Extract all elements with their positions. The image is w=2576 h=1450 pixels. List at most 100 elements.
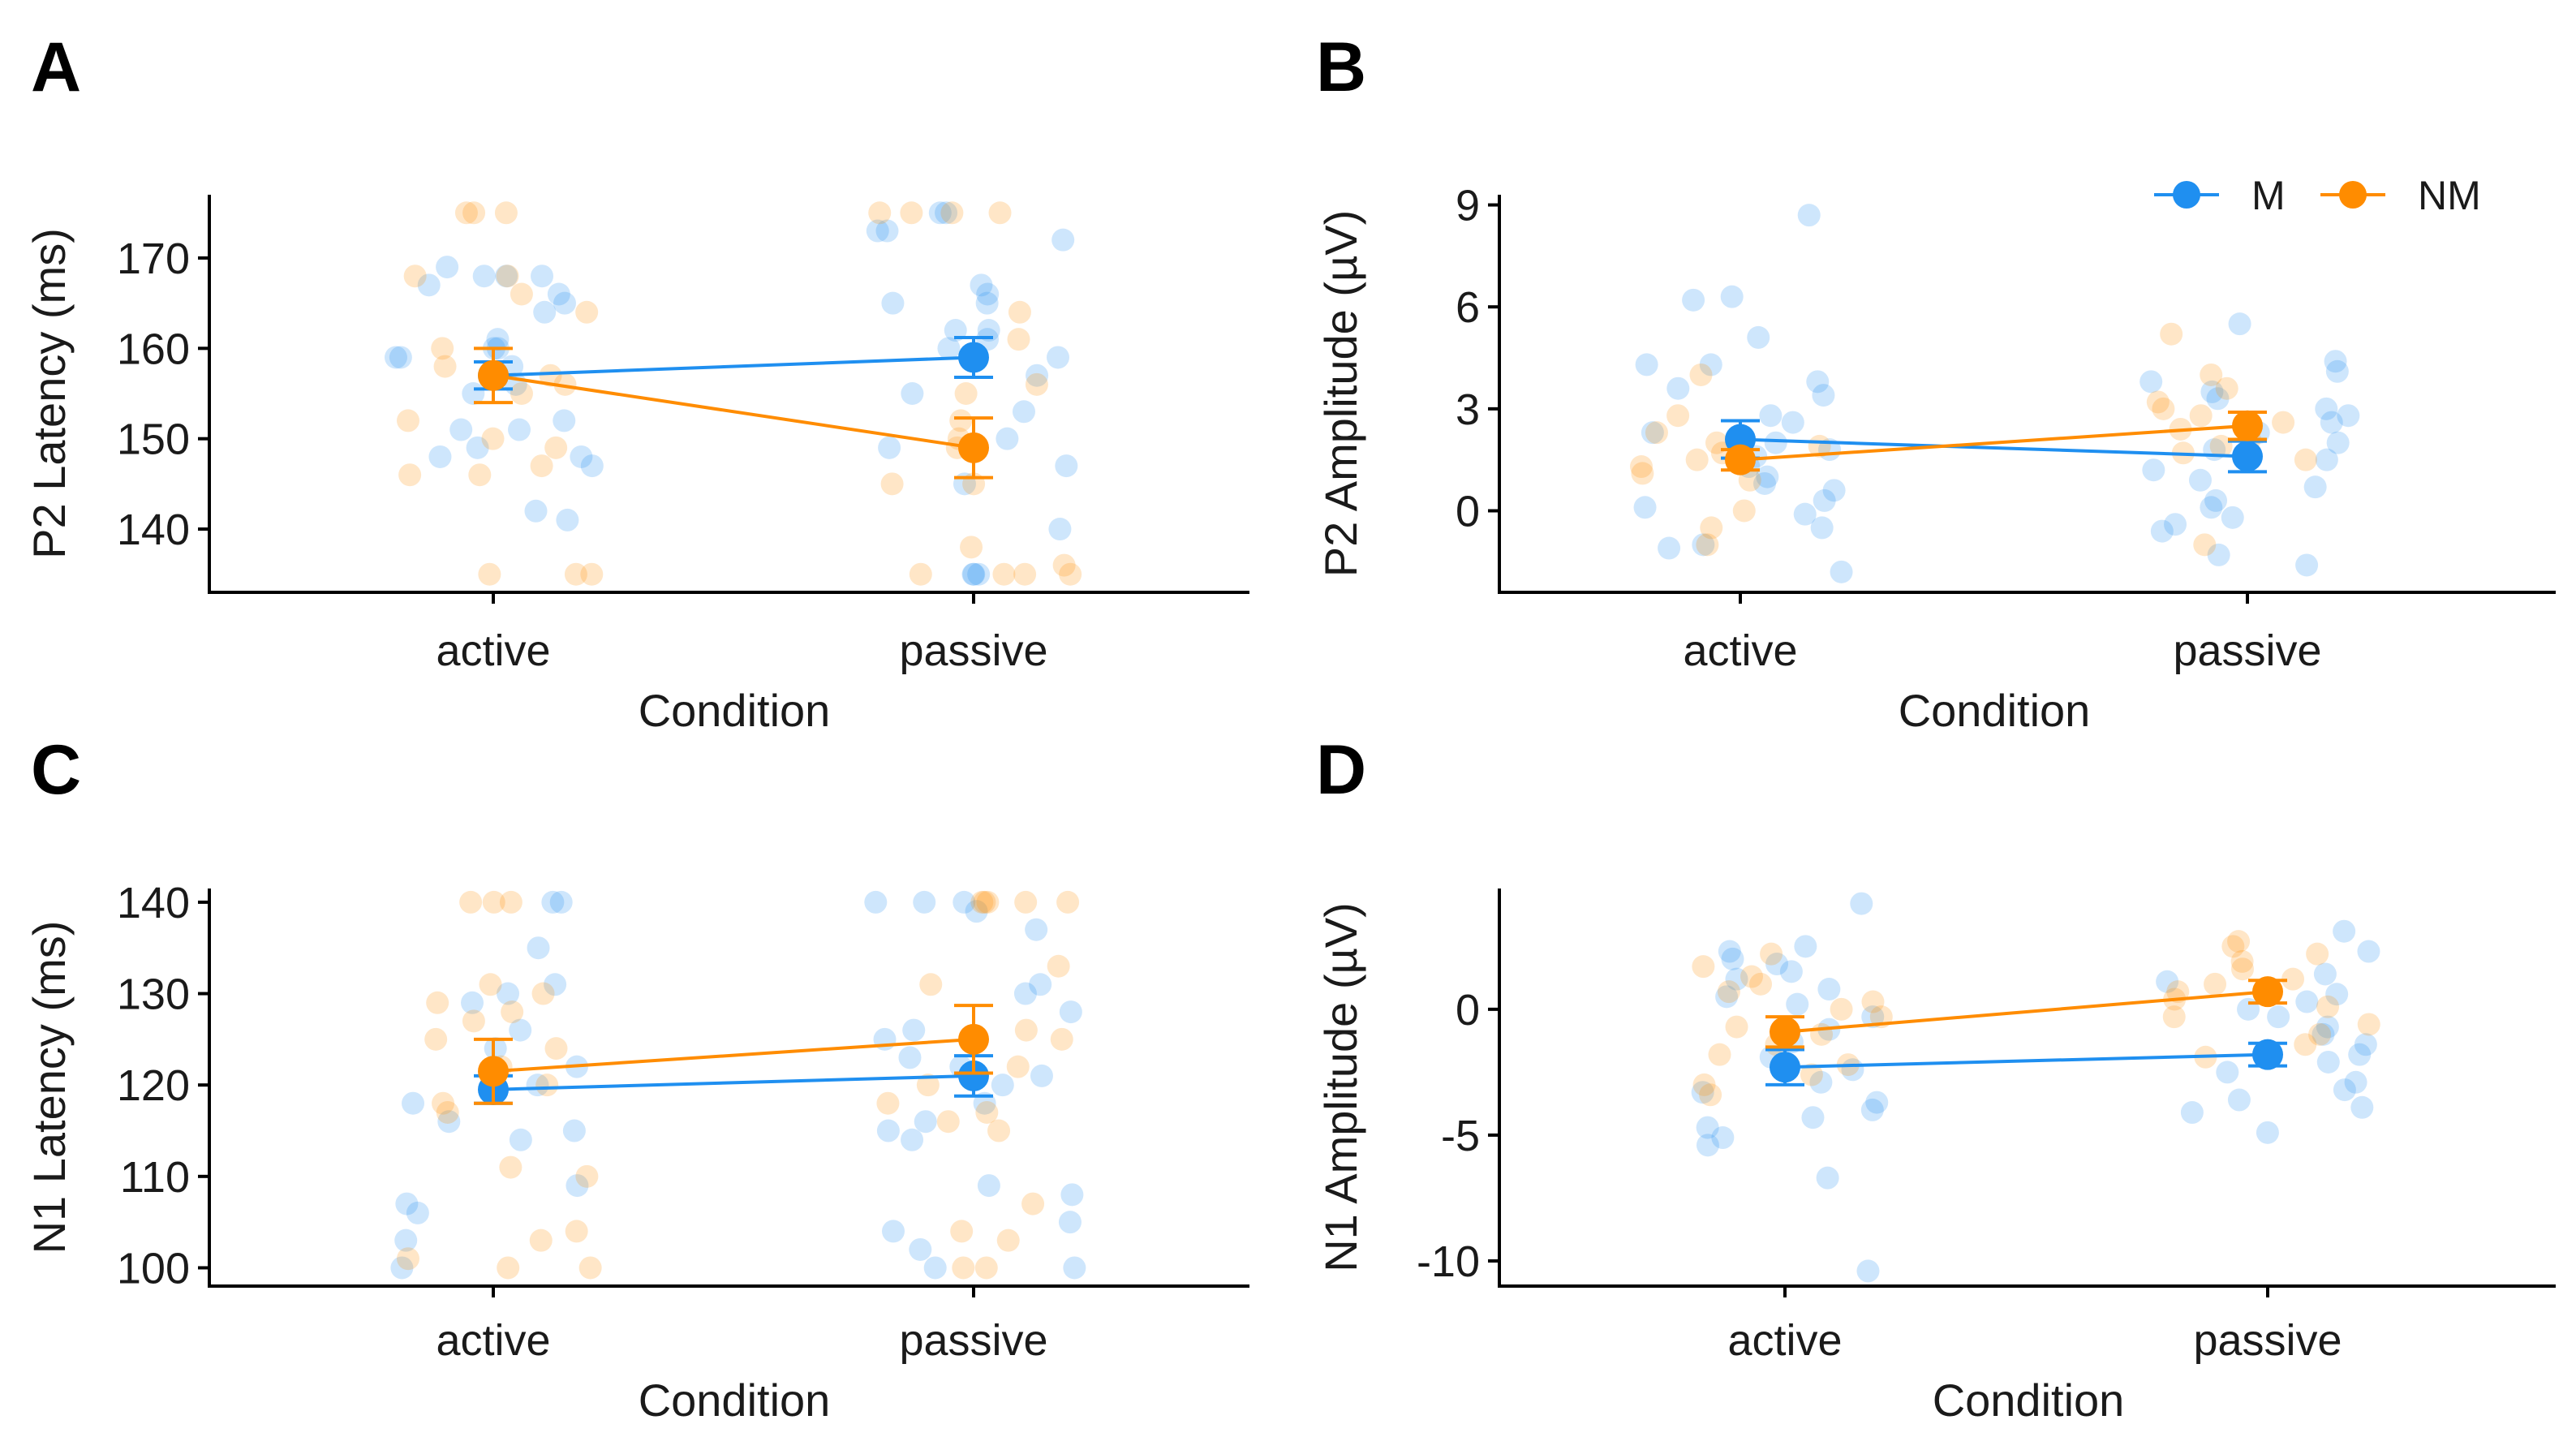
data-point-m bbox=[935, 201, 958, 225]
data-point-nm bbox=[868, 201, 892, 225]
data-point-nm bbox=[992, 562, 1016, 586]
mean-point-nm bbox=[1770, 1016, 1800, 1048]
data-point-m bbox=[902, 1018, 926, 1042]
x-tick-label: passive bbox=[899, 1316, 1047, 1365]
data-point-nm bbox=[580, 562, 604, 586]
data-point-m bbox=[428, 445, 452, 468]
data-point-m bbox=[1682, 288, 1705, 312]
x-axis-title: Condition bbox=[639, 1375, 831, 1426]
panel-letter: A bbox=[31, 28, 81, 106]
mean-point-nm bbox=[478, 359, 509, 391]
y-tick-label: 120 bbox=[117, 1061, 190, 1110]
data-point-m bbox=[553, 409, 576, 432]
data-point-nm bbox=[1047, 954, 1070, 978]
y-tick-label: -10 bbox=[1417, 1237, 1480, 1286]
data-point-m bbox=[1850, 892, 1873, 915]
data-point-m bbox=[1756, 465, 1779, 488]
data-point-nm bbox=[426, 991, 449, 1014]
data-point-m bbox=[898, 1046, 922, 1069]
data-point-m bbox=[875, 219, 899, 243]
data-point-m bbox=[2200, 496, 2223, 519]
data-point-m bbox=[527, 936, 550, 960]
data-point-m bbox=[533, 300, 557, 324]
data-point-nm bbox=[575, 1164, 599, 1188]
data-point-m bbox=[909, 1237, 932, 1261]
data-point-nm bbox=[1740, 965, 1764, 988]
data-point-nm bbox=[919, 973, 943, 996]
data-point-m bbox=[1801, 1106, 1825, 1129]
data-point-m bbox=[509, 1018, 532, 1042]
data-point-nm bbox=[1696, 533, 1719, 557]
data-point-m bbox=[1725, 967, 1748, 991]
data-point-nm bbox=[482, 890, 505, 914]
data-point-m bbox=[953, 890, 976, 914]
data-point-m bbox=[1030, 1064, 1053, 1087]
mean-point-m bbox=[2252, 1039, 2283, 1070]
data-point-m bbox=[1026, 364, 1049, 387]
data-point-nm bbox=[531, 982, 555, 1005]
data-point-m bbox=[928, 201, 952, 225]
legend-label-nm: NM bbox=[2418, 173, 2481, 218]
data-point-m bbox=[495, 265, 518, 288]
mean-point-nm bbox=[1725, 444, 1756, 475]
data-point-nm bbox=[2162, 1005, 2186, 1029]
y-tick-label: 100 bbox=[117, 1244, 190, 1293]
mean-line-nm bbox=[1784, 990, 2269, 1034]
data-point-m bbox=[2227, 1088, 2251, 1112]
data-point-nm bbox=[974, 1256, 998, 1280]
data-point-m bbox=[2204, 488, 2228, 512]
data-point-nm bbox=[396, 1247, 419, 1271]
data-point-nm bbox=[2281, 967, 2305, 991]
x-tick-label: active bbox=[1727, 1316, 1842, 1365]
data-point-nm bbox=[462, 201, 486, 225]
data-point-m bbox=[973, 1091, 996, 1115]
y-tick-label: 130 bbox=[117, 970, 190, 1019]
data-point-nm bbox=[454, 201, 478, 225]
data-point-nm bbox=[2200, 363, 2223, 386]
mean-line-nm bbox=[492, 1037, 974, 1074]
mean-point-nm bbox=[2252, 976, 2283, 1008]
data-point-nm bbox=[900, 201, 923, 225]
data-point-m bbox=[390, 1256, 414, 1280]
x-axis-title: Condition bbox=[1899, 685, 2091, 736]
data-point-m bbox=[1641, 421, 1664, 445]
data-point-nm bbox=[2160, 322, 2183, 346]
data-point-m bbox=[2267, 1005, 2290, 1029]
data-point-m bbox=[1060, 1183, 1084, 1207]
data-point-nm bbox=[1645, 421, 1668, 445]
data-point-m bbox=[2216, 1061, 2239, 1084]
data-point-nm bbox=[2189, 404, 2213, 428]
data-point-nm bbox=[1059, 562, 1082, 586]
data-point-nm bbox=[544, 436, 568, 459]
data-point-m bbox=[2200, 380, 2224, 403]
data-point-m bbox=[882, 1220, 905, 1243]
data-point-nm bbox=[2209, 434, 2233, 458]
data-point-nm bbox=[1830, 997, 1853, 1021]
data-point-nm bbox=[2306, 942, 2329, 966]
data-point-m bbox=[1055, 454, 1078, 478]
data-point-nm bbox=[1708, 1043, 1731, 1066]
y-tick-label: 150 bbox=[117, 415, 190, 464]
data-point-nm bbox=[1631, 462, 1654, 485]
panel-letter: B bbox=[1316, 28, 1366, 106]
x-tick-label: passive bbox=[2193, 1316, 2342, 1365]
data-point-m bbox=[2316, 1015, 2339, 1039]
data-point-nm bbox=[1689, 363, 1713, 386]
data-point-nm bbox=[970, 890, 994, 914]
data-point-nm bbox=[2215, 376, 2238, 400]
data-point-nm bbox=[462, 1009, 485, 1033]
data-point-m bbox=[2206, 387, 2230, 411]
data-point-m bbox=[1856, 1259, 1880, 1283]
data-point-nm bbox=[564, 562, 587, 586]
data-point-m bbox=[970, 273, 993, 297]
data-point-m bbox=[524, 499, 548, 523]
data-point-nm bbox=[459, 890, 483, 914]
data-point-nm bbox=[424, 1027, 448, 1051]
data-point-nm bbox=[880, 472, 904, 496]
data-point-m bbox=[2156, 970, 2179, 993]
data-point-m bbox=[2295, 553, 2319, 577]
data-point-m bbox=[1696, 1134, 1719, 1157]
data-point-m bbox=[1812, 384, 1835, 407]
data-point-nm bbox=[1056, 890, 1080, 914]
